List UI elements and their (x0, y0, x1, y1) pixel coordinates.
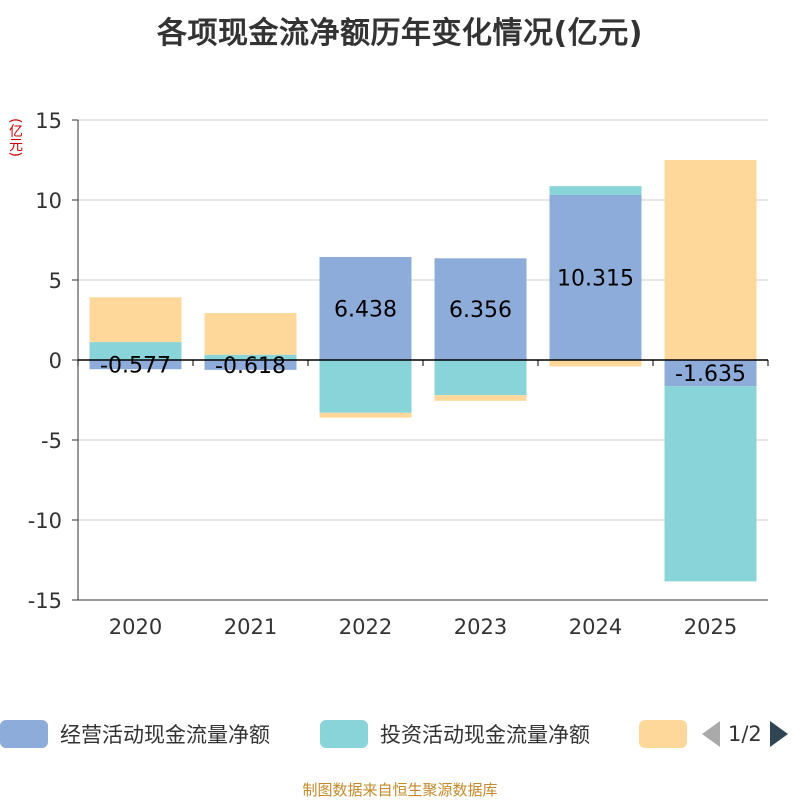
bar-financing-2021[interactable] (204, 313, 297, 355)
data-label-operating-2021: -0.618 (215, 354, 286, 379)
legend-next-icon[interactable] (769, 721, 788, 747)
bar-financing-2022[interactable] (319, 412, 412, 418)
x-tick-label-2023: 2023 (454, 615, 507, 639)
chart-title: 各项现金流净额历年变化情况(亿元) (157, 16, 643, 51)
bar-financing-2020[interactable] (89, 297, 182, 343)
data-label-operating-2023: 6.356 (449, 298, 512, 323)
legend-page-indicator: 1/2 (728, 722, 762, 746)
legend-item-financing[interactable] (639, 716, 687, 752)
bar-operating-2020[interactable] (89, 360, 182, 370)
x-tick-label-2024: 2024 (569, 615, 622, 639)
bar-investing-2023[interactable] (434, 360, 527, 396)
bar-investing-2025[interactable] (664, 386, 757, 582)
legend-swatch-operating (0, 720, 48, 748)
y-axis-unit-label: (亿元) (7, 118, 23, 157)
y-tick-label: 10 (35, 189, 62, 213)
y-tick-label: 15 (35, 109, 62, 133)
bar-financing-2024[interactable] (549, 360, 642, 367)
legend-item-operating[interactable]: 经营活动现金流量净额 (0, 716, 270, 752)
bar-operating-2022[interactable] (319, 256, 412, 360)
x-tick-label-2020: 2020 (109, 615, 162, 639)
y-tick-label: -15 (28, 589, 62, 613)
bar-operating-2025[interactable] (664, 360, 757, 387)
y-tick-label: -10 (28, 509, 62, 533)
bar-financing-2023[interactable] (434, 395, 527, 401)
legend-label-investing: 投资活动现金流量净额 (380, 723, 590, 747)
bar-operating-2021[interactable] (204, 360, 297, 370)
y-tick-label: -5 (41, 429, 62, 453)
bar-operating-2023[interactable] (434, 258, 527, 360)
legend-label-operating: 经营活动现金流量净额 (60, 723, 270, 747)
legend-prev-icon[interactable] (702, 721, 720, 747)
bars (89, 160, 757, 582)
x-tick-label-2022: 2022 (339, 615, 392, 639)
data-label-operating-2024: 10.315 (557, 266, 634, 291)
y-tick-label: 0 (49, 349, 62, 373)
axes: 15 10 5 0 -5 -10 -15 2020 2021 2022 2023 2024 2025 (28, 109, 769, 639)
legend-swatch-financing (639, 720, 687, 748)
data-label-operating-2025: -1.635 (675, 362, 746, 387)
legend: 经营活动现金流量净额 投资活动现金流量净额 1/2 (0, 716, 800, 752)
legend-swatch-investing (320, 720, 368, 748)
data-labels: -0.577 -0.618 6.438 6.356 10.315 -1.635 (100, 266, 746, 387)
data-label-operating-2020: -0.577 (100, 354, 171, 379)
data-label-operating-2022: 6.438 (334, 297, 397, 322)
bar-investing-2021[interactable] (204, 354, 297, 360)
bar-investing-2024[interactable] (549, 186, 642, 195)
data-source-note: 制图数据来自恒生聚源数据库 (302, 781, 498, 799)
bar-investing-2022[interactable] (319, 360, 412, 413)
bar-investing-2020[interactable] (89, 342, 182, 360)
x-tick-label-2021: 2021 (224, 615, 277, 639)
bar-operating-2024[interactable] (549, 194, 642, 360)
legend-pager: 1/2 (702, 716, 788, 752)
bar-financing-2025[interactable] (664, 160, 757, 360)
legend-item-investing[interactable]: 投资活动现金流量净额 (320, 716, 590, 752)
y-tick-label: 5 (49, 269, 62, 293)
x-tick-label-2025: 2025 (684, 615, 737, 639)
